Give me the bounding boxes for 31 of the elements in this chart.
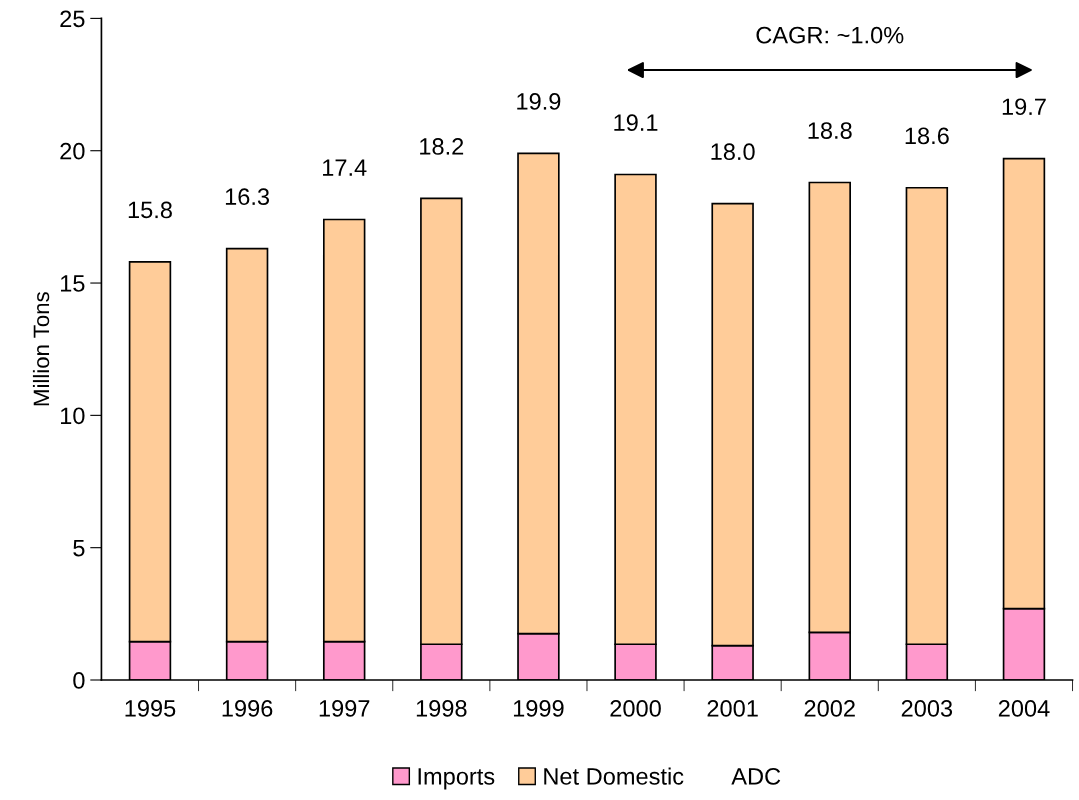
total-label: 18.8 — [808, 122, 852, 139]
total-label: 18.2 — [420, 138, 464, 155]
x-tick-label: 1999 — [513, 700, 564, 717]
x-tick-label: 2002 — [804, 700, 855, 717]
y-tick-label: 0 — [73, 672, 85, 689]
x-tick-label: 2004 — [998, 700, 1050, 717]
y-axis-title: Million Tons — [32, 292, 50, 406]
x-tick-label: 1998 — [416, 700, 467, 717]
y-tick-label: 15 — [60, 275, 85, 292]
x-tick-label: 1997 — [319, 700, 370, 717]
y-tick-label: 20 — [60, 142, 85, 160]
x-tick-label: 2000 — [610, 700, 661, 717]
y-tick-label: 5 — [73, 539, 85, 557]
legend-label: Net Domestic — [544, 767, 684, 785]
y-tick-label: 10 — [60, 407, 85, 425]
annotation: CAGR: ~1.0% — [756, 26, 904, 44]
total-label: 16.3 — [225, 188, 270, 206]
x-tick-label: 2001 — [707, 700, 758, 717]
total-label: 18.0 — [711, 143, 755, 161]
total-label: 17.4 — [323, 159, 367, 176]
total-label: 19.9 — [517, 93, 561, 110]
total-label: 15.8 — [128, 201, 172, 219]
text: ADC — [731, 768, 781, 785]
total-label: 19.7 — [1002, 98, 1046, 116]
total-label: 18.6 — [905, 127, 949, 145]
x-tick-label: 2003 — [901, 700, 953, 717]
x-tick-label: 1996 — [222, 700, 273, 717]
x-tick-label: 1995 — [125, 700, 176, 717]
y-tick-label: 25 — [60, 10, 85, 28]
total-label: 19.1 — [614, 114, 658, 131]
legend-label: Imports — [418, 768, 495, 790]
